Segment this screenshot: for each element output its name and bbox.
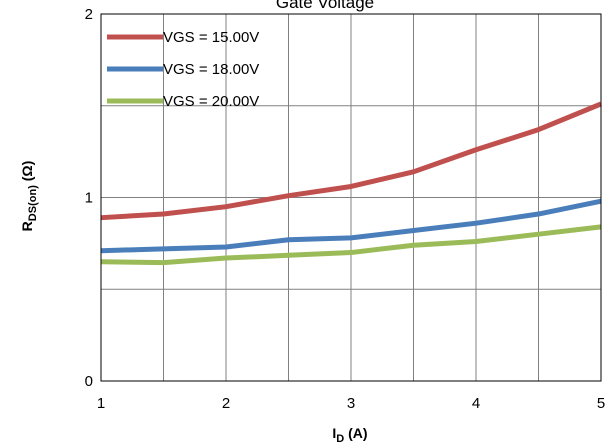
legend-label: VGS = 20.00V — [163, 93, 259, 110]
x-tick-label: 4 — [472, 395, 480, 412]
plot-frame — [100, 13, 602, 382]
series-line-1 — [100, 101, 602, 221]
y-tick-label: 2 — [85, 6, 93, 23]
chart-title: Gate Voltage — [276, 0, 374, 12]
series-line-2 — [100, 198, 602, 254]
series-lines — [100, 101, 602, 266]
legend-label: VGS = 18.00V — [163, 61, 259, 78]
y-tick-label: 0 — [85, 373, 93, 390]
y-axis-label: RDS(on) (Ω) — [19, 161, 39, 232]
legend: VGS = 15.00V VGS = 18.00V VGS = 20.00V — [107, 29, 259, 110]
x-tick-label: 3 — [347, 395, 355, 412]
x-tick-label: 1 — [97, 395, 105, 412]
y-tick-label: 1 — [85, 190, 93, 207]
legend-label: VGS = 15.00V — [163, 29, 259, 46]
x-tick-label: 5 — [597, 395, 605, 412]
x-axis-label: ID (A) — [332, 425, 367, 445]
series-line-3 — [100, 224, 602, 266]
x-tick-label: 2 — [222, 395, 230, 412]
